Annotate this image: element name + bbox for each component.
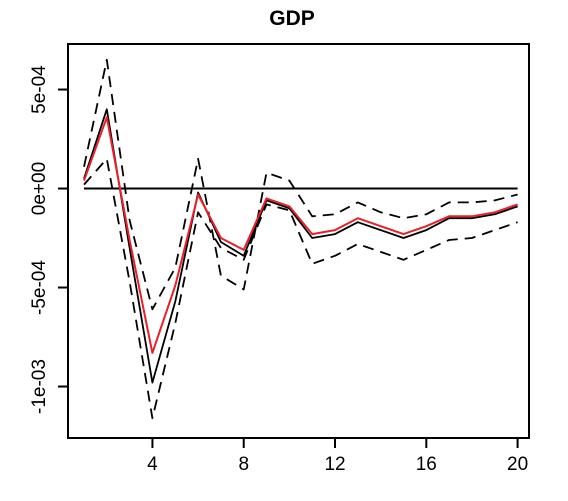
plot-frame — [67, 43, 530, 439]
x-tick-label: 16 — [416, 454, 437, 475]
upper-band-line — [83, 58, 518, 311]
y-tick-label: 5e-04 — [29, 65, 50, 114]
series-layer — [83, 58, 518, 420]
y-tick-label: -1e-03 — [29, 359, 50, 414]
x-tick-label: 20 — [507, 454, 528, 475]
y-tick-label: 0e+00 — [29, 162, 50, 215]
y-tick-label: -5e-04 — [29, 260, 50, 315]
axis-layer: 4 8 12 16 20 5e-04 0e+00 -5e-04 -1e-03 — [29, 65, 528, 475]
x-tick-label: 8 — [238, 454, 249, 475]
median-line — [83, 108, 518, 384]
lower-band-line — [83, 157, 518, 420]
x-tick-label: 12 — [324, 454, 345, 475]
x-tick-label: 4 — [147, 454, 158, 475]
chart-title: GDP — [269, 7, 315, 30]
point-estimate-line — [83, 116, 518, 354]
